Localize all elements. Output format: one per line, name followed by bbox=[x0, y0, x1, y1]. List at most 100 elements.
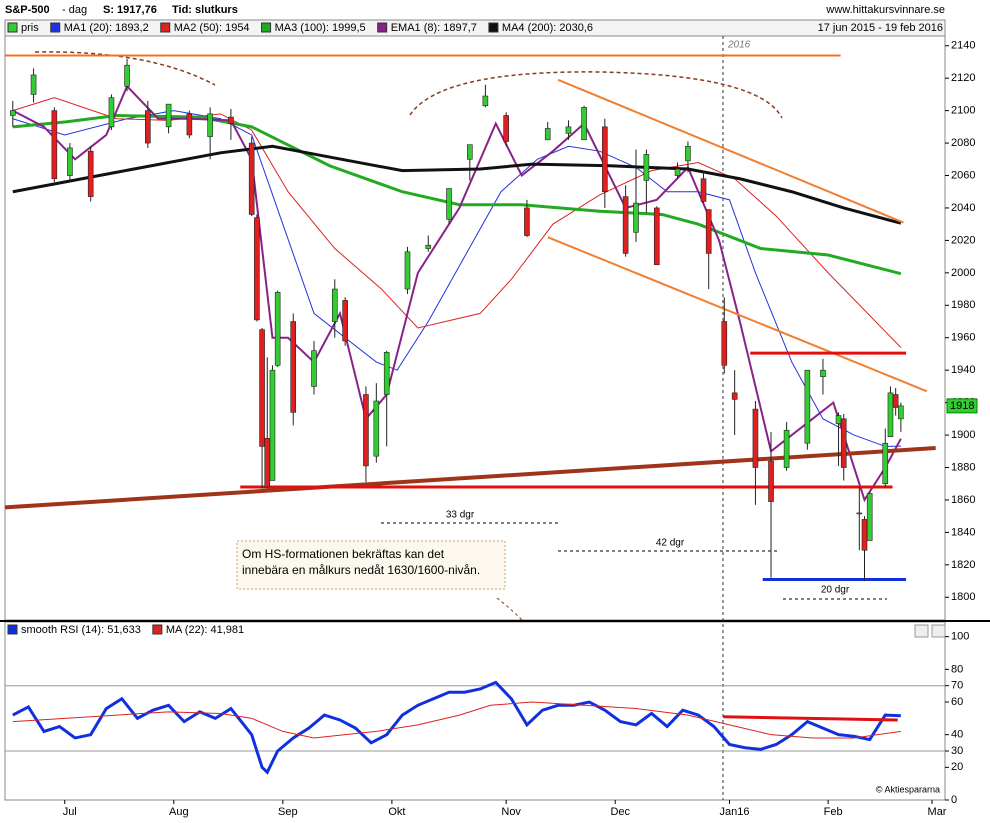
candle-body bbox=[700, 178, 707, 202]
candle-body bbox=[87, 150, 94, 197]
y-tick-label: 0 bbox=[951, 794, 957, 806]
candle-body bbox=[633, 202, 639, 233]
candle-body bbox=[861, 519, 868, 551]
candle-body bbox=[565, 126, 572, 134]
legend-swatch bbox=[7, 22, 18, 33]
span-label: 20 dgr bbox=[821, 585, 850, 596]
legend-label: MA (22): 41,981 bbox=[166, 624, 244, 636]
legend-label: MA2 (50): 1954 bbox=[174, 22, 250, 34]
x-tick-label: Mar bbox=[928, 806, 947, 818]
span-label: 42 dgr bbox=[656, 538, 685, 549]
y-tick-label: 30 bbox=[951, 745, 963, 757]
candle-body bbox=[721, 321, 728, 366]
x-tick-label: Dec bbox=[610, 806, 630, 818]
y-tick-label: 2120 bbox=[951, 72, 975, 84]
close-button[interactable] bbox=[931, 624, 946, 638]
candle-body bbox=[290, 321, 297, 413]
span-label: 33 dgr bbox=[446, 510, 475, 521]
annotation-box bbox=[236, 540, 506, 590]
y-tick-label: 20 bbox=[951, 761, 963, 773]
candle-body bbox=[67, 147, 73, 176]
candle-body bbox=[145, 110, 151, 144]
last-price-tag bbox=[946, 398, 978, 414]
last-value: S: 1917,76 bbox=[103, 4, 157, 16]
span-arrows bbox=[381, 522, 887, 600]
candle-body bbox=[752, 408, 759, 468]
trend-line bbox=[557, 78, 904, 224]
candle-body bbox=[165, 103, 172, 128]
y-tick-label: 40 bbox=[951, 729, 963, 741]
candle-body bbox=[311, 350, 317, 387]
legend-label: MA3 (100): 1999,5 bbox=[275, 22, 366, 34]
y-tick-label: 1960 bbox=[951, 332, 975, 344]
callout-line bbox=[496, 597, 523, 621]
x-tick-label: Jan16 bbox=[719, 806, 749, 818]
title: S&P-500 bbox=[5, 4, 50, 16]
y-tick-label: 1980 bbox=[951, 299, 975, 311]
candle-body bbox=[783, 429, 790, 468]
legend-label: smooth RSI (14): 51,633 bbox=[21, 624, 141, 636]
candle-body bbox=[228, 116, 234, 124]
candle-body bbox=[269, 369, 276, 481]
candle-body bbox=[731, 392, 738, 400]
candle-body bbox=[768, 460, 774, 502]
candle-body bbox=[581, 107, 587, 141]
annotation-text: innebära en målkurs nedåt 1630/1600-nivå… bbox=[242, 563, 480, 577]
legend-swatch bbox=[488, 22, 499, 33]
candle-body bbox=[248, 142, 255, 215]
x-tick-label: Aug bbox=[169, 806, 189, 818]
candle-body bbox=[653, 207, 660, 266]
candle-body bbox=[643, 154, 650, 181]
candle-body bbox=[835, 415, 842, 425]
year-label: 2016 bbox=[727, 40, 751, 51]
candle-body bbox=[524, 207, 530, 236]
site: www.hittakursvinnare.se bbox=[825, 4, 945, 16]
candle-body bbox=[9, 110, 16, 116]
candle-body bbox=[373, 400, 380, 457]
y-tick-label: 2080 bbox=[951, 137, 975, 149]
candle-body bbox=[274, 292, 281, 366]
indicator-line bbox=[12, 701, 901, 739]
candle-body bbox=[898, 405, 904, 420]
candle-body bbox=[383, 352, 390, 395]
candle-body bbox=[264, 438, 271, 488]
y-tick-label: 2060 bbox=[951, 169, 975, 181]
x-tick-label: Feb bbox=[824, 806, 843, 818]
x-tick-label: Jul bbox=[63, 806, 77, 818]
candle-body bbox=[882, 442, 889, 485]
legend-swatch bbox=[377, 22, 388, 33]
y-tick-label: 1900 bbox=[951, 429, 975, 441]
x-tick-label: Nov bbox=[501, 806, 521, 818]
date-range: 17 jun 2015 - 19 feb 2016 bbox=[818, 22, 943, 34]
trend-line bbox=[723, 715, 898, 722]
candle-body bbox=[259, 329, 265, 447]
candle-body bbox=[622, 196, 629, 254]
legend-label: EMA1 (8): 1897,7 bbox=[391, 22, 477, 34]
candle-body bbox=[856, 512, 863, 515]
x-tick-label: Okt bbox=[388, 806, 405, 818]
indicator-line bbox=[12, 84, 902, 503]
candle-body bbox=[254, 217, 260, 321]
copyright: © Aktiespararna bbox=[876, 784, 940, 794]
candle-body bbox=[331, 288, 338, 322]
candle-body bbox=[186, 113, 193, 136]
candle-body bbox=[124, 64, 130, 87]
indicator-line bbox=[12, 113, 902, 276]
y-tick-label: 1800 bbox=[951, 591, 975, 603]
y-tick-label: 1840 bbox=[951, 526, 975, 538]
candle-body bbox=[674, 168, 681, 176]
annotation-text: Om HS-formationen bekräftas kan det bbox=[242, 547, 445, 561]
y-tick-label: 1820 bbox=[951, 559, 975, 571]
candle-body bbox=[467, 144, 473, 160]
last-price-label: 1918 bbox=[950, 400, 974, 412]
candle-body bbox=[705, 209, 712, 254]
candle-body bbox=[51, 110, 58, 180]
candle-body bbox=[207, 113, 213, 137]
zoom-button[interactable] bbox=[914, 624, 929, 638]
legend-swatch bbox=[261, 22, 272, 33]
indicator-line bbox=[12, 144, 902, 225]
candle-body bbox=[404, 251, 411, 290]
y-tick-label: 2020 bbox=[951, 234, 975, 246]
candle-body bbox=[342, 300, 348, 342]
